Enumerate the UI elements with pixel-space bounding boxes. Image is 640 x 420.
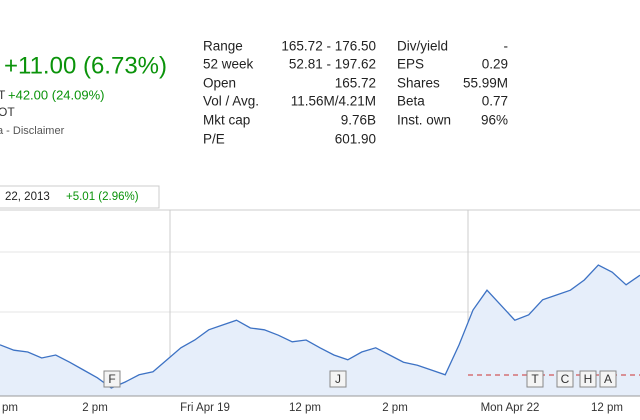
stat-label: Beta — [397, 94, 425, 109]
x-tick-label: Mon Apr 22 — [481, 402, 540, 414]
ytd-change: +42.00 (24.09%) — [8, 87, 104, 102]
event-flag[interactable] — [329, 370, 347, 388]
stat-label: Mkt cap — [203, 113, 250, 128]
event-flag-label: F — [108, 372, 115, 386]
stat-value: 96% — [481, 113, 508, 128]
stat-label: Inst. own — [397, 113, 451, 128]
event-flag-label: J — [335, 372, 341, 386]
event-flag-label: C — [561, 372, 570, 386]
stat-label: P/E — [203, 132, 225, 147]
stat-label: Shares — [397, 76, 440, 91]
chart-date: 22, 2013 — [5, 191, 50, 203]
stat-value: - — [504, 39, 509, 54]
ytd-prefix: T — [0, 88, 6, 102]
stat-value: 52.81 - 197.62 — [289, 57, 376, 72]
stat-label: Open — [203, 76, 236, 91]
x-tick-label: 12 pm — [289, 402, 321, 414]
event-flag[interactable] — [526, 370, 544, 388]
stat-value: 601.90 — [335, 132, 376, 147]
x-tick-label: 2 pm — [382, 402, 408, 414]
event-flag[interactable] — [579, 370, 597, 388]
stat-value: 165.72 - 176.50 — [281, 39, 376, 54]
price-area — [0, 265, 640, 396]
stat-value: 0.77 — [482, 94, 508, 109]
stat-label: EPS — [397, 57, 424, 72]
event-flag-label: T — [531, 372, 539, 386]
event-flag[interactable] — [103, 370, 121, 388]
event-flag-label: H — [584, 372, 593, 386]
event-flag[interactable] — [556, 370, 574, 388]
stat-label: Div/yield — [397, 39, 448, 54]
event-flag-label: A — [604, 372, 612, 386]
exchange: OT — [0, 105, 15, 119]
x-tick-label: 2 pm — [82, 402, 108, 414]
stat-value: 165.72 — [335, 76, 376, 91]
stat-value: 0.29 — [482, 57, 508, 72]
stat-value: 9.76B — [341, 113, 376, 128]
chart-change: +5.01 (2.96%) — [66, 191, 139, 203]
stat-label: Vol / Avg. — [203, 94, 259, 109]
x-tick-label: Fri Apr 19 — [180, 402, 230, 414]
stat-label: Range — [203, 39, 243, 54]
chart-header-box — [0, 185, 160, 209]
event-flag[interactable] — [599, 370, 617, 388]
stat-label: 52 week — [203, 57, 254, 72]
chart: F J T C H Apm 2 pm Fri Apr 19 12 pm 2 pm Mon Apr 2… — [0, 210, 640, 414]
x-tick-label: 12 pm — [591, 402, 623, 414]
disclaimer[interactable]: a - Disclaimer — [0, 125, 65, 137]
x-tick-label: pm — [2, 402, 18, 414]
stat-value: 11.56M/4.21M — [291, 94, 376, 109]
price-change: +11.00 (6.73%) — [4, 52, 167, 79]
stats-table: Range 165.72 - 176.50 52 week 52.81 - 197.6… — [203, 39, 508, 147]
stat-value: 55.99M — [463, 76, 508, 91]
